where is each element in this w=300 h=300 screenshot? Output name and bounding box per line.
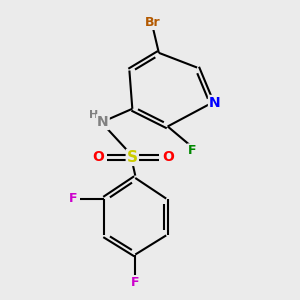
Text: O: O	[162, 150, 174, 164]
Text: F: F	[188, 144, 197, 158]
Text: N: N	[209, 96, 220, 110]
Text: S: S	[127, 150, 138, 165]
Text: O: O	[92, 150, 104, 164]
Text: Br: Br	[145, 16, 161, 29]
Text: F: F	[131, 276, 140, 289]
Text: F: F	[69, 192, 78, 205]
Text: H: H	[88, 110, 98, 120]
Text: N: N	[97, 115, 109, 129]
